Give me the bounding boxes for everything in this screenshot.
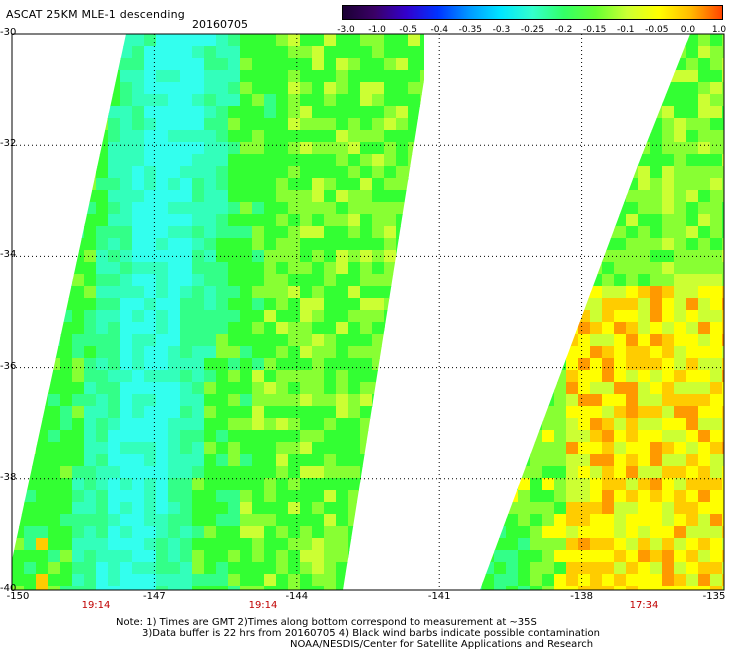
colorbar-label: -0.1 (616, 25, 635, 35)
y-tick-label: -32 (0, 138, 17, 150)
y-tick-label: -38 (0, 471, 17, 483)
colorbar-label: -0.15 (583, 25, 607, 35)
x-tick-label: -150 (6, 591, 30, 602)
map-title: ASCAT 25KM MLE-1 descending (6, 8, 185, 21)
note-line-3: NOAA/NESDIS/Center for Satellite Applica… (290, 639, 594, 650)
colorbar-label: -0.5 (399, 25, 417, 35)
y-tick-label: -30 (0, 27, 17, 38)
colorbar-label: -0.25 (520, 25, 545, 35)
pass-time-label: 19:14 (248, 600, 278, 611)
swath-left (12, 34, 424, 590)
colorbar-label: -0.4 (430, 25, 449, 35)
x-tick-label: -135 (702, 591, 726, 602)
graticule (12, 34, 724, 590)
swath-right (480, 34, 724, 590)
y-tick-label: -36 (0, 360, 17, 372)
colorbar-label: -1.0 (368, 25, 386, 35)
x-tick-label: -138 (570, 591, 593, 602)
colorbar-label: 0.0 (680, 25, 696, 35)
colorbar-label: -0.3 (492, 25, 511, 35)
colorbar-label: -0.05 (645, 25, 669, 35)
colorbar (342, 5, 723, 20)
note-line-1: Note: 1) Times are GMT 2)Times along bot… (116, 617, 537, 628)
colorbar-label: -3.0 (337, 25, 355, 35)
map-date: 20160705 (192, 18, 248, 31)
pass-time-label: 19:14 (81, 600, 111, 611)
colorbar-label: -0.35 (458, 25, 482, 35)
map-plot (11, 33, 725, 591)
y-tick-label: -40 (0, 583, 17, 594)
x-tick-label: -147 (143, 591, 166, 602)
pass-time-label: 17:34 (629, 600, 659, 611)
x-tick-label: -144 (285, 591, 309, 602)
x-tick-label: -141 (427, 591, 451, 602)
map-frame (11, 33, 725, 591)
y-tick-label: -34 (0, 249, 17, 261)
colorbar-label: 1.0 (711, 25, 727, 35)
note-line-2: 3)Data buffer is 22 hrs from 20160705 4)… (142, 628, 600, 639)
colorbar-label: -0.2 (554, 25, 573, 35)
